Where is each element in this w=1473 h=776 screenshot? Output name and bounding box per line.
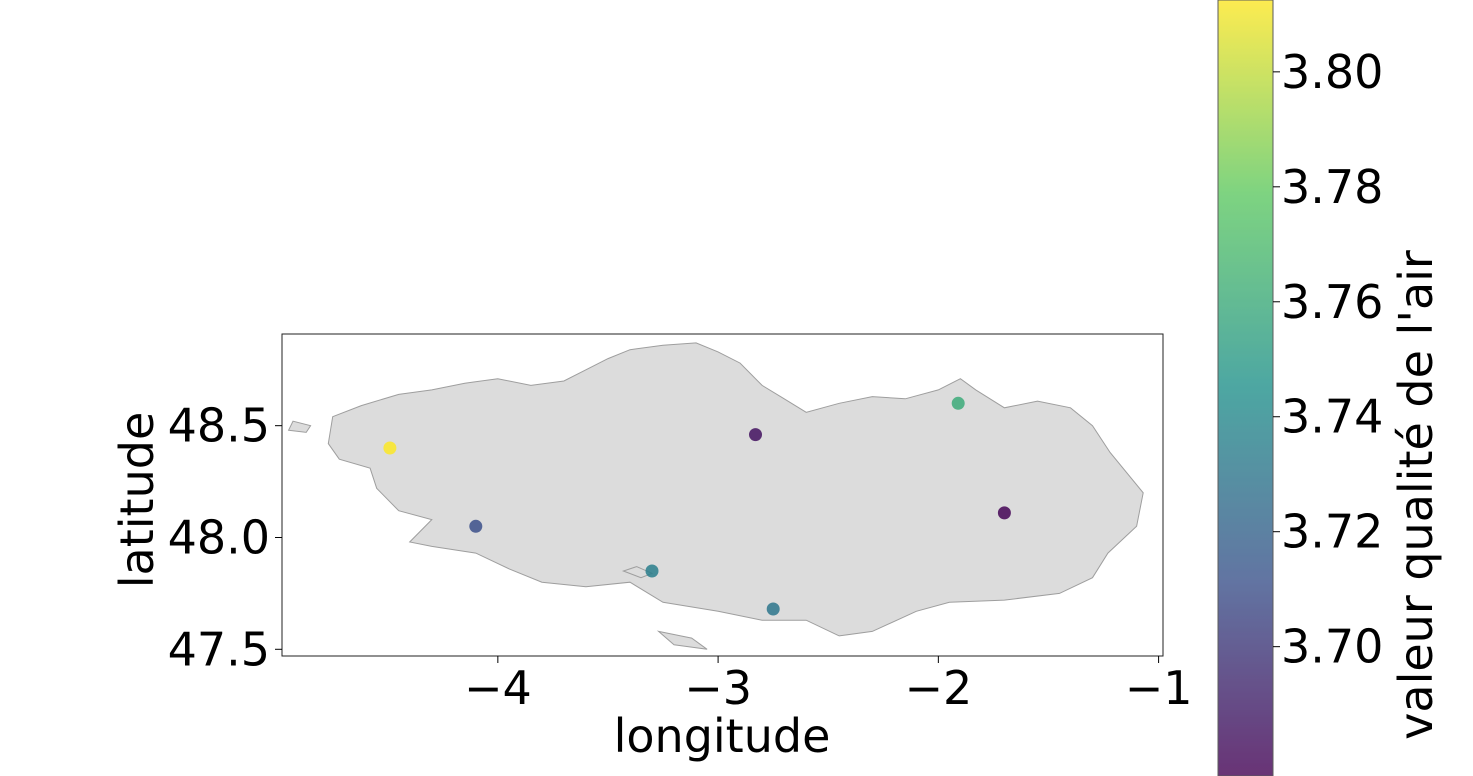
colorbar-tick-label: 3.76 [1281, 275, 1383, 329]
data-point [469, 519, 483, 533]
x-tick-label: −2 [904, 661, 972, 715]
colorbar-tick-label: 3.78 [1281, 160, 1383, 214]
data-point [749, 428, 762, 442]
colorbar-tick-label: 3.74 [1281, 390, 1383, 444]
data-point [645, 564, 659, 578]
data-point [951, 396, 965, 410]
map-axes: −4 −3 −2 −1 47.5 48.0 48.5 longitude latitude [110, 333, 1193, 763]
colorbar-gradient [1217, 0, 1274, 776]
y-axis-label: latitude [110, 412, 164, 588]
x-axis-label: longitude [614, 709, 831, 763]
x-tick-label: −3 [684, 661, 752, 715]
colorbar-tick-label: 3.80 [1281, 45, 1383, 99]
region-mainland [327, 342, 1144, 637]
y-tick-label: 48.5 [168, 399, 270, 453]
x-axis-ticks: −4 −3 −2 −1 [464, 656, 1193, 715]
colorbar: 3.70 3.72 3.74 3.76 3.78 3.80 valeur qualité … [1217, 0, 1443, 776]
x-tick-label: −1 [1125, 661, 1193, 715]
region-island [287, 420, 312, 433]
colorbar-tick-label: 3.72 [1281, 505, 1383, 559]
x-tick-label: −4 [464, 661, 532, 715]
data-point [383, 441, 397, 455]
data-point [997, 506, 1011, 520]
y-axis-ticks: 47.5 48.0 48.5 [168, 399, 282, 676]
colorbar-ticks: 3.70 3.72 3.74 3.76 3.78 3.80 [1273, 45, 1383, 674]
y-tick-label: 47.5 [168, 622, 270, 676]
colorbar-tick-label: 3.70 [1281, 620, 1383, 674]
points-layer [383, 396, 1011, 616]
y-tick-label: 48.0 [168, 510, 270, 564]
region-island [656, 630, 708, 650]
colorbar-label: valeur qualité de l'air [1389, 250, 1443, 740]
data-point [766, 602, 780, 616]
